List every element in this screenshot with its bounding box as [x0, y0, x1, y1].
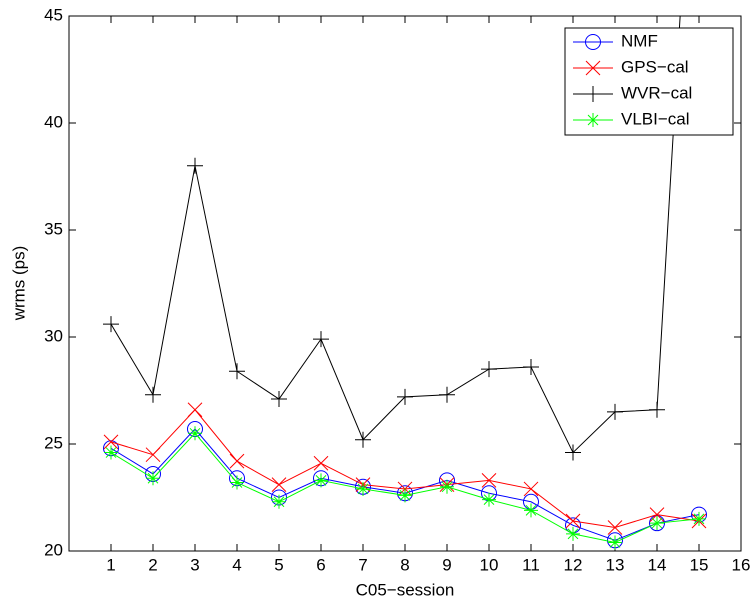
- x-tick-label: 13: [606, 555, 625, 574]
- marker: [103, 316, 119, 333]
- marker: [565, 513, 581, 529]
- marker: [565, 444, 581, 461]
- marker: [314, 473, 328, 488]
- y-tick-label: 45: [44, 5, 63, 24]
- marker: [187, 402, 203, 418]
- marker: [230, 475, 244, 490]
- marker: [649, 507, 665, 522]
- marker: [649, 401, 665, 418]
- marker: [524, 503, 538, 518]
- marker: [607, 403, 623, 420]
- marker: [481, 473, 497, 488]
- y-tick-label: 40: [44, 112, 63, 131]
- x-tick-label: 14: [648, 555, 667, 574]
- x-tick-label: 12: [564, 555, 583, 574]
- x-tick-label: 3: [190, 555, 199, 574]
- marker: [608, 535, 622, 550]
- marker: [229, 363, 245, 380]
- marker: [649, 515, 665, 532]
- marker: [523, 481, 539, 497]
- marker: [398, 488, 412, 503]
- marker: [229, 453, 245, 469]
- x-tick-label: 8: [400, 555, 409, 574]
- legend-label: GPS−cal: [621, 57, 689, 76]
- marker: [104, 445, 118, 460]
- y-axis-label: wrms (ps): [9, 246, 28, 322]
- x-axis-label: C05−session: [356, 580, 455, 599]
- marker: [313, 331, 329, 348]
- marker: [482, 492, 496, 507]
- marker: [188, 426, 202, 441]
- x-tick-label: 2: [148, 555, 157, 574]
- x-tick-label: 1: [106, 555, 115, 574]
- marker: [356, 481, 370, 496]
- y-tick-label: 20: [44, 540, 63, 559]
- x-tick-label: 6: [316, 555, 325, 574]
- marker: [103, 434, 119, 450]
- marker: [440, 479, 454, 494]
- marker: [607, 520, 623, 535]
- axes-box: [68, 15, 742, 552]
- x-tick-label: 7: [358, 555, 367, 574]
- x-tick-label: 11: [522, 555, 540, 574]
- marker: [145, 447, 161, 463]
- legend-marker: [585, 86, 601, 102]
- marker: [566, 526, 580, 541]
- x-tick-label: 16: [732, 555, 751, 574]
- legend-label: WVR−cal: [621, 83, 692, 102]
- marker: [650, 516, 664, 531]
- y-tick-label: 25: [44, 433, 63, 452]
- marker: [187, 157, 203, 174]
- plot-layer: [103, 16, 707, 550]
- x-tick-label: 9: [442, 555, 451, 574]
- marker: [692, 511, 706, 526]
- marker: [271, 477, 287, 493]
- legend-marker: [585, 34, 601, 50]
- marker: [439, 386, 455, 403]
- legend-label: NMF: [621, 31, 658, 50]
- x-tick-label: 5: [274, 555, 283, 574]
- x-tick-label: 4: [232, 555, 241, 574]
- x-tick-label: 15: [690, 555, 709, 574]
- marker: [272, 494, 286, 509]
- marker: [355, 431, 371, 448]
- marker: [146, 471, 160, 486]
- legend-marker: [586, 113, 600, 127]
- marker: [313, 455, 329, 471]
- x-tick-label: 10: [480, 555, 499, 574]
- y-tick-label: 35: [44, 219, 63, 238]
- legend-marker: [585, 60, 601, 76]
- marker: [271, 391, 287, 408]
- legend-label: VLBI−cal: [621, 109, 690, 128]
- marker: [145, 386, 161, 403]
- y-tick-label: 30: [44, 326, 63, 345]
- marker: [481, 361, 497, 378]
- marker: [523, 358, 539, 375]
- marker: [397, 388, 413, 405]
